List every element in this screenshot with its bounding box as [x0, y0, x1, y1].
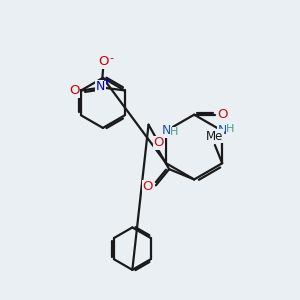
Text: +: + — [103, 76, 111, 86]
Text: O: O — [218, 108, 228, 121]
Text: O: O — [154, 136, 164, 149]
Text: N: N — [218, 124, 227, 137]
Text: -: - — [109, 53, 113, 63]
Text: O: O — [142, 180, 153, 193]
Text: N: N — [96, 80, 105, 93]
Text: O: O — [98, 55, 109, 68]
Text: H: H — [226, 124, 235, 134]
Text: Me: Me — [206, 130, 224, 143]
Text: N: N — [161, 124, 171, 137]
Text: H: H — [170, 127, 178, 137]
Text: O: O — [69, 84, 80, 97]
